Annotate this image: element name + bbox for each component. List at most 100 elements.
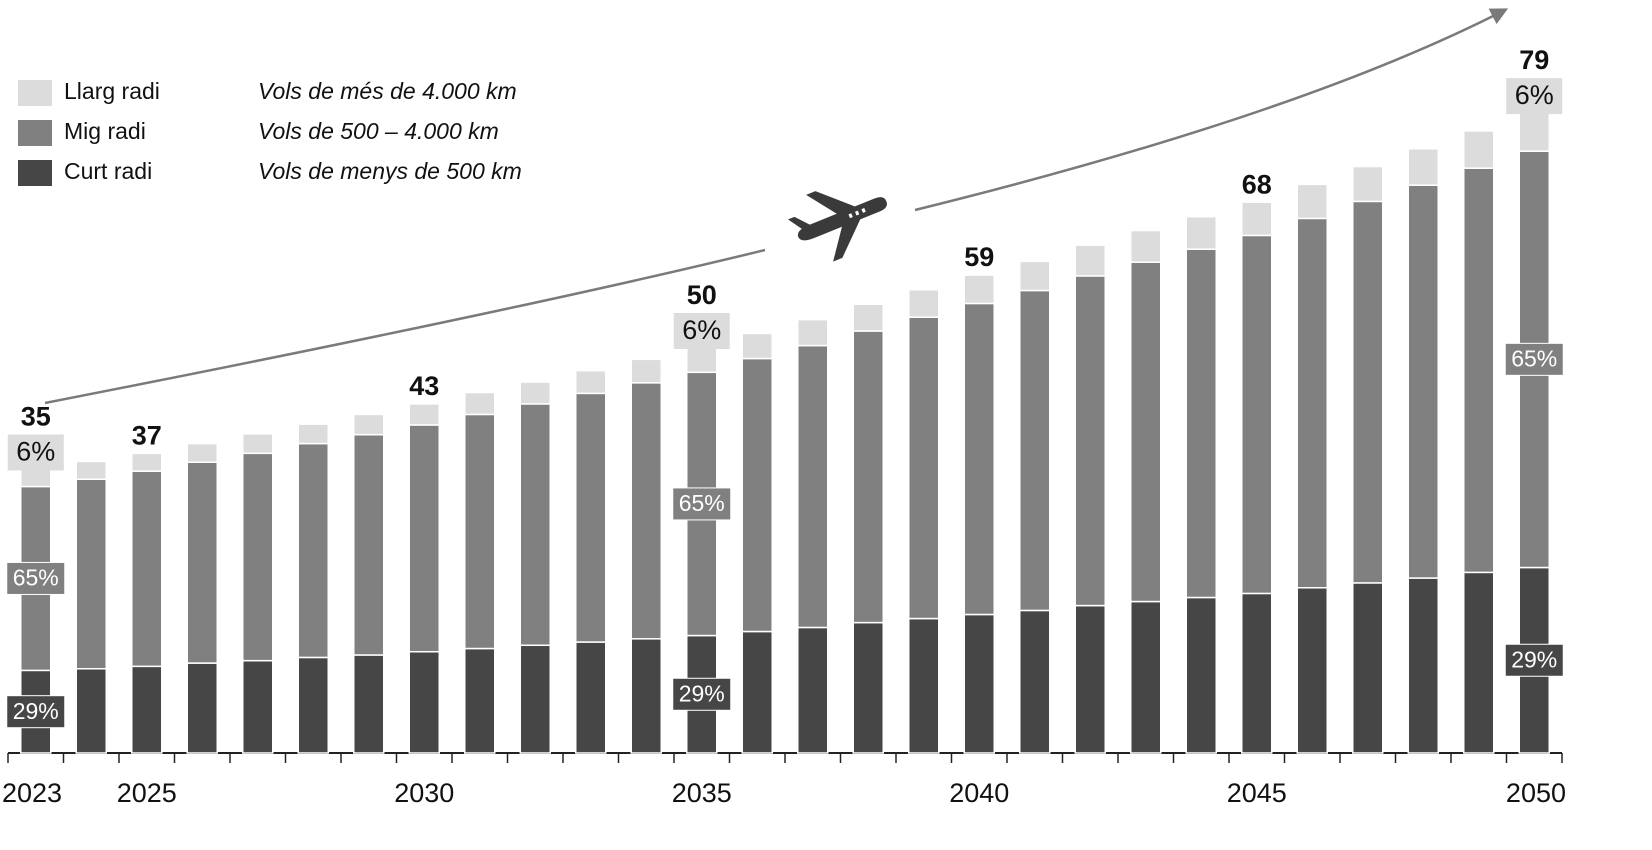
bar-segment [1463,571,1495,754]
bar-segment [1130,261,1162,603]
total-label: 68 [1242,169,1272,199]
legend-description: Vols de 500 – 4.000 km [258,118,499,144]
bar-segment [1463,167,1495,574]
bar-segment [1074,244,1106,277]
share-label: 6% [16,437,55,467]
x-tick-label: 2050 [1506,778,1566,808]
total-label: 43 [409,371,439,401]
bar-segment [131,665,163,754]
bar-segment [852,621,884,754]
share-label-box [673,313,730,349]
x-tick-label: 2025 [117,778,177,808]
bar-segment [242,452,274,662]
bar-segment [908,617,940,754]
bar-segment [1296,183,1328,220]
share-label: 29% [679,680,725,706]
bar-segment [630,638,662,754]
bar-segment [464,413,496,650]
share-label: 65% [1511,345,1557,371]
bar-segment [75,460,107,480]
share-label-box [6,695,66,729]
x-tick-label: 2045 [1227,778,1287,808]
bar-segment [1185,216,1217,250]
legend-label: Mig radi [64,118,146,144]
bar-segment [575,369,607,395]
share-label: 65% [679,490,725,516]
bar-segment [297,656,329,754]
bar-segment [741,357,773,633]
bar-segment [1074,604,1106,754]
total-label: 59 [964,242,994,272]
bar-segment [1185,596,1217,754]
bar-segment [1463,130,1495,169]
total-label: 50 [687,280,717,310]
bar-segment [1407,147,1439,186]
share-label: 65% [13,565,59,591]
bar-segment [852,330,884,624]
x-tick-label: 2040 [949,778,1009,808]
share-label-box [672,677,732,711]
share-label-box [672,487,732,521]
trend-arrow [44,248,766,405]
legend-description: Vols de menys de 500 km [258,158,522,184]
share-label-box [1504,342,1564,376]
legend-swatch [18,120,52,146]
bar-segment [1130,229,1162,263]
bar-segment [464,647,496,754]
bar-segment [686,347,718,374]
plane-icon [788,191,887,262]
x-tick-label: 2023 [2,778,62,808]
bar-segment [408,651,440,754]
bar-segment [1185,248,1217,599]
bar-segment [1352,165,1384,203]
bar-segment [1296,587,1328,754]
share-label: 29% [1511,646,1557,672]
bar-segment [186,662,218,754]
bar-segment [1518,112,1550,152]
bar-segment [1019,609,1051,754]
bar-segment [1019,289,1051,612]
bar-segment [797,318,829,347]
bar-segment [408,403,440,426]
bar-segment [1130,600,1162,754]
share-label: 6% [682,315,721,345]
bar-segment [963,302,995,616]
bar-segment [186,461,218,664]
bar-segment [1241,201,1273,237]
bar-segment [741,332,773,360]
legend-description: Vols de més de 4.000 km [258,78,517,104]
bar-segment [464,391,496,416]
bar-segment [963,613,995,754]
bar-segment [1407,577,1439,754]
bar-segment [1074,275,1106,607]
total-label: 35 [21,402,51,432]
x-tick-label: 2030 [394,778,454,808]
trend-arrow [914,8,1509,212]
bar-segment [20,468,52,488]
legend-swatch [18,80,52,106]
bar-segment [1352,200,1384,584]
bar-segment [519,403,551,647]
legend-label: Curt radi [64,158,152,184]
bar-segment [1352,582,1384,754]
bar-segment [297,442,329,659]
bar-segment [353,413,385,436]
bar-segment [242,433,274,455]
total-label: 79 [1519,45,1549,75]
bar-segment [353,433,385,656]
bar-segment [575,641,607,754]
total-label: 37 [132,420,162,450]
legend-swatch [18,160,52,186]
share-label-box [1506,78,1563,115]
bar-segment [75,668,107,754]
bar-segment [75,478,107,670]
x-tick-label: 2035 [672,778,732,808]
share-label: 6% [1515,80,1554,110]
bar-segment [1019,260,1051,292]
bar-segment [408,424,440,653]
bar-segment [852,303,884,332]
bar-segment [186,442,218,463]
bar-segment [741,630,773,754]
bar-segment [630,382,662,640]
bar-segment [630,358,662,384]
